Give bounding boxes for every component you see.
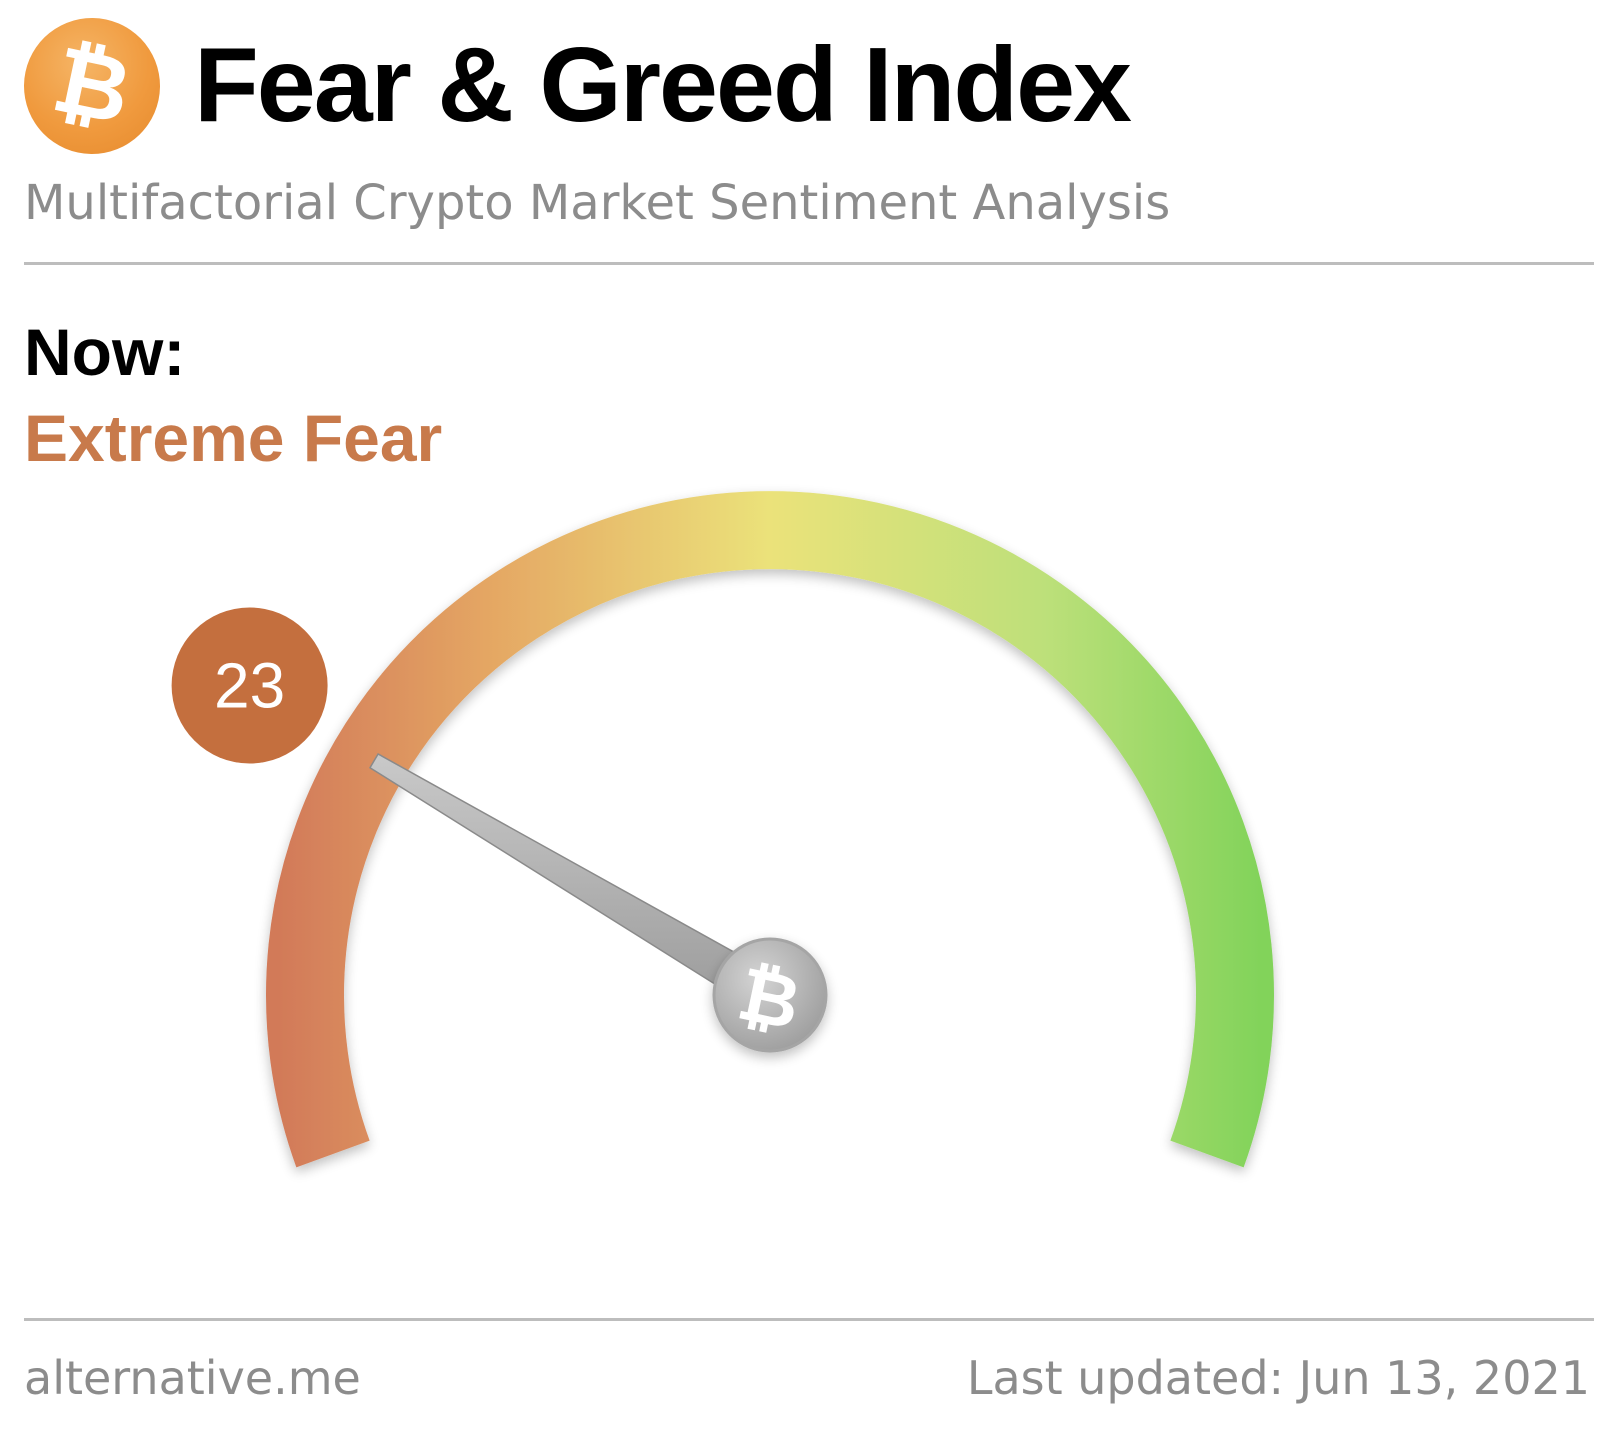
last-updated: Last updated: Jun 13, 2021	[966, 1351, 1590, 1405]
page-subtitle: Multifactorial Crypto Market Sentiment A…	[24, 175, 1171, 231]
footer-divider	[24, 1318, 1594, 1321]
now-label: Now:	[24, 315, 186, 389]
index-value: 23	[214, 650, 285, 722]
source-link[interactable]: alternative.me	[24, 1351, 361, 1405]
value-badge: 23	[171, 607, 328, 764]
gauge-arc	[266, 491, 1274, 1168]
page-title: Fear & Greed Index	[194, 26, 1132, 144]
header-divider	[24, 262, 1594, 265]
sentiment-classification: Extreme Fear	[24, 401, 443, 475]
gauge-hub: ₿	[712, 937, 828, 1053]
